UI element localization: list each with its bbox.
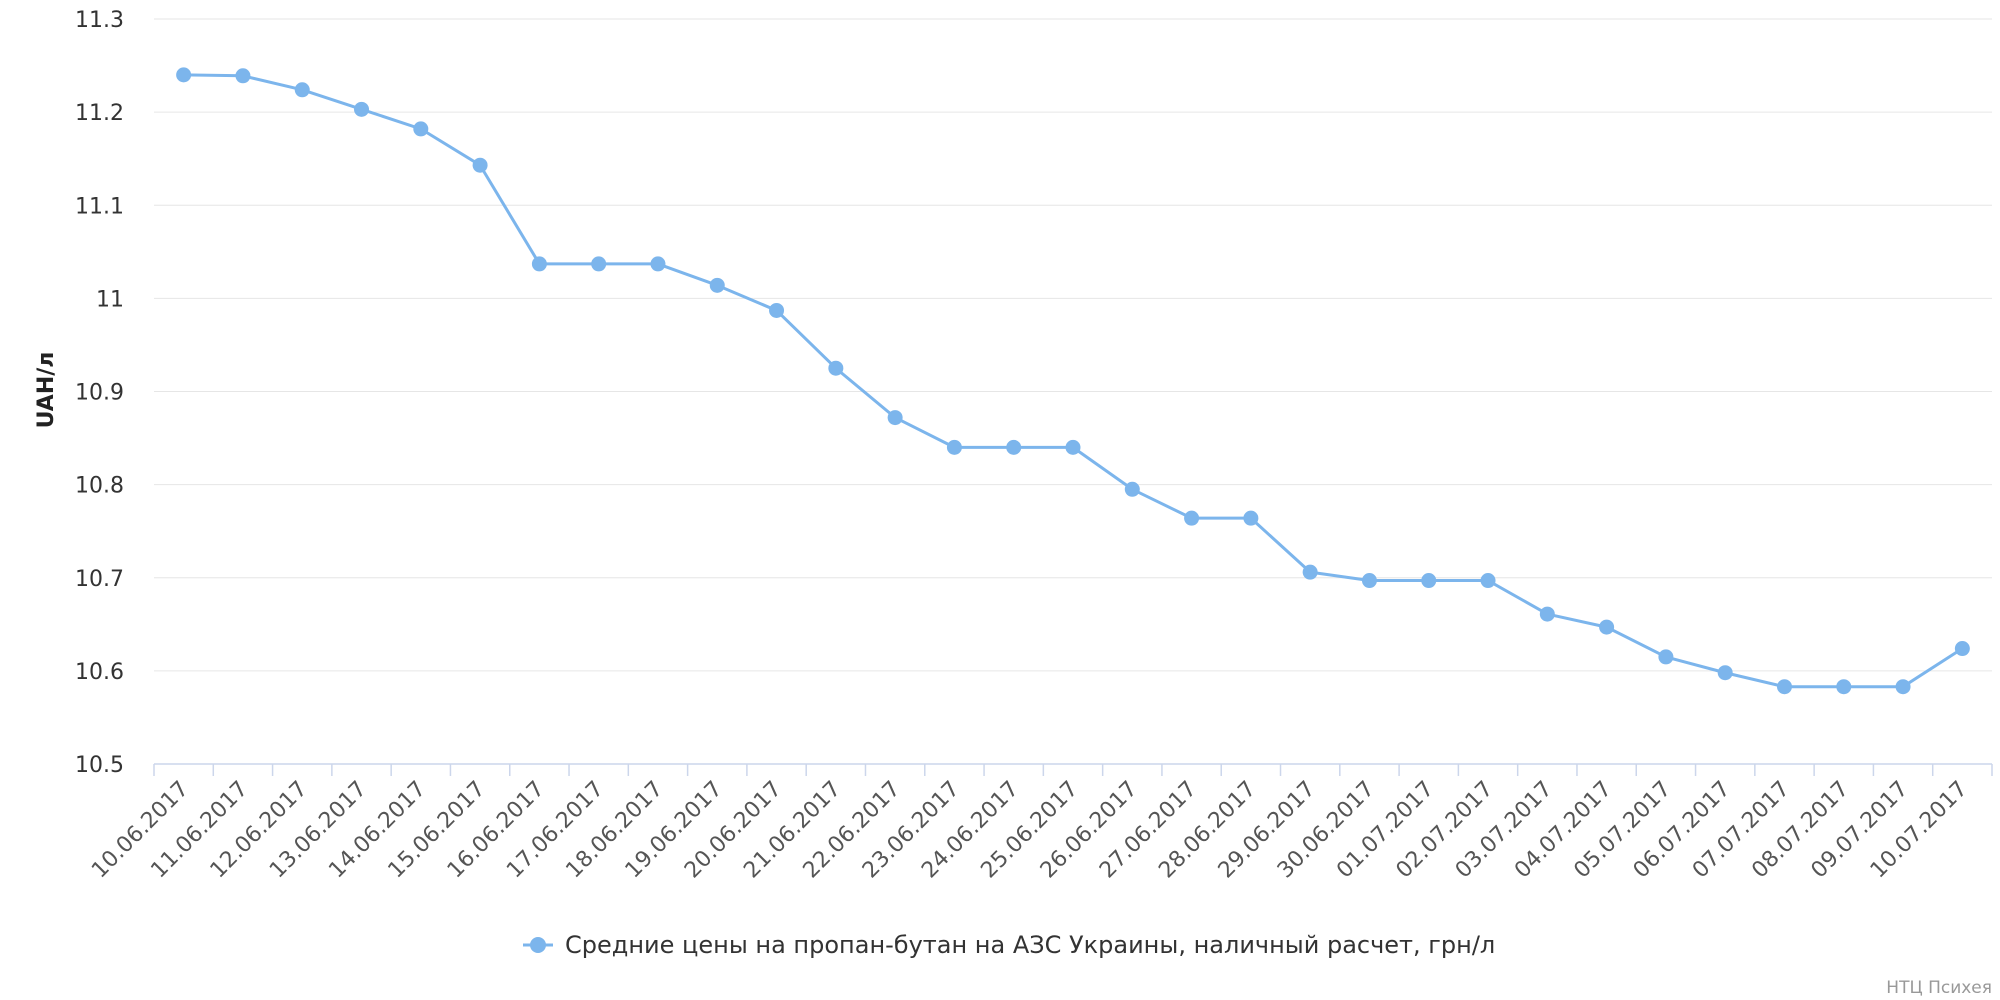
y-tick-label: 10.7 bbox=[75, 567, 124, 592]
data-point[interactable] bbox=[1243, 510, 1259, 526]
y-tick-label: 11 bbox=[96, 287, 124, 312]
data-point[interactable] bbox=[1776, 679, 1792, 695]
data-point[interactable] bbox=[1480, 573, 1496, 589]
data-point[interactable] bbox=[1599, 619, 1615, 635]
data-point[interactable] bbox=[1006, 439, 1022, 455]
data-point[interactable] bbox=[828, 360, 844, 376]
data-point[interactable] bbox=[1421, 573, 1437, 589]
data-point[interactable] bbox=[413, 121, 429, 137]
data-point[interactable] bbox=[650, 256, 666, 272]
data-point[interactable] bbox=[591, 256, 607, 272]
data-point[interactable] bbox=[1184, 510, 1200, 526]
data-point[interactable] bbox=[769, 302, 785, 318]
data-point[interactable] bbox=[1895, 679, 1911, 695]
data-point[interactable] bbox=[1065, 439, 1081, 455]
y-tick-label: 11.1 bbox=[75, 194, 124, 219]
data-point[interactable] bbox=[1124, 481, 1140, 497]
data-point[interactable] bbox=[176, 67, 192, 83]
grid-lines bbox=[154, 18, 1992, 672]
data-point[interactable] bbox=[531, 256, 547, 272]
data-point[interactable] bbox=[472, 157, 488, 173]
y-axis-title: UAH/л bbox=[34, 352, 59, 429]
x-axis: 10.06.201711.06.201712.06.201713.06.2017… bbox=[87, 763, 1993, 883]
y-tick-label: 10.6 bbox=[75, 660, 124, 685]
data-point[interactable] bbox=[1302, 564, 1318, 580]
series-layer bbox=[176, 67, 1970, 695]
legend[interactable]: Средние цены на пропан-бутан на АЗС Укра… bbox=[523, 931, 1495, 959]
legend-dot-marker bbox=[530, 937, 546, 953]
data-point[interactable] bbox=[354, 101, 370, 117]
data-point[interactable] bbox=[1539, 606, 1555, 622]
y-tick-label: 10.5 bbox=[75, 753, 124, 778]
y-axis: 10.5 10.6 10.7 10.8 10.9 11 11.1 11.2 11.3 bbox=[75, 8, 124, 778]
y-tick-label: 10.9 bbox=[75, 381, 124, 406]
data-point[interactable] bbox=[1658, 649, 1674, 665]
data-point[interactable] bbox=[1836, 679, 1852, 695]
data-point[interactable] bbox=[235, 68, 251, 84]
y-tick-label: 10.8 bbox=[75, 474, 124, 499]
data-point[interactable] bbox=[709, 277, 725, 293]
data-point[interactable] bbox=[294, 82, 310, 98]
y-tick-label: 11.3 bbox=[75, 8, 124, 33]
y-tick-label: 11.2 bbox=[75, 101, 124, 126]
legend-label: Средние цены на пропан-бутан на АЗС Укра… bbox=[565, 931, 1495, 959]
data-point[interactable] bbox=[1954, 641, 1970, 657]
data-point[interactable] bbox=[1717, 665, 1733, 681]
data-point[interactable] bbox=[946, 439, 962, 455]
credit-text[interactable]: НТЦ Психея bbox=[1886, 978, 1992, 998]
series-line bbox=[183, 73, 1964, 689]
data-point[interactable] bbox=[1361, 573, 1377, 589]
data-point[interactable] bbox=[887, 410, 903, 426]
